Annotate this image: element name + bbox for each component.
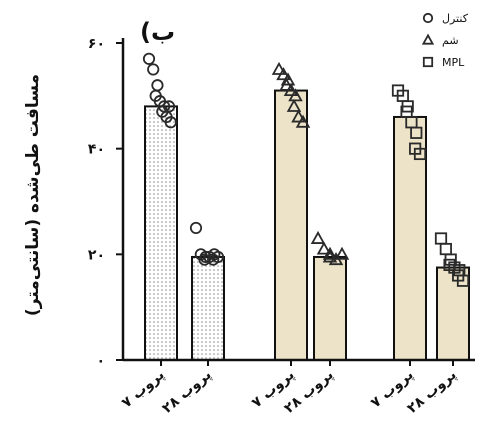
y-tick-label: ۲۰ bbox=[88, 247, 105, 263]
data-point-square bbox=[434, 232, 448, 245]
legend-marker-circle bbox=[422, 12, 434, 24]
data-point-triangle bbox=[280, 72, 296, 86]
bar-circle-0 bbox=[144, 105, 178, 362]
data-point-circle bbox=[147, 63, 160, 76]
legend-label: کنترل bbox=[442, 12, 469, 25]
data-point-triangle bbox=[279, 77, 294, 91]
data-point-triangle bbox=[276, 67, 291, 81]
data-point-square bbox=[410, 126, 423, 139]
y-axis-label: مسافت طی‌شده (سانتی‌متر) bbox=[23, 74, 43, 316]
data-point-circle bbox=[164, 116, 177, 129]
data-point-triangle bbox=[322, 249, 338, 263]
y-tick-label: ۰ bbox=[96, 353, 105, 369]
panel-label: (ب bbox=[140, 18, 175, 46]
legend-label: MPL bbox=[442, 56, 465, 69]
data-point-triangle bbox=[322, 246, 338, 260]
data-point-triangle bbox=[283, 82, 299, 97]
x-tick-label: پروب ۲۸ bbox=[159, 367, 214, 417]
data-point-triangle bbox=[288, 88, 303, 102]
data-point-circle bbox=[211, 250, 225, 264]
points-layer bbox=[142, 52, 470, 287]
x-tick-label: پروب ۲۸ bbox=[404, 367, 459, 417]
data-point-square bbox=[439, 242, 452, 256]
data-point-triangle bbox=[334, 246, 350, 260]
data-point-square bbox=[456, 274, 470, 287]
data-point-circle bbox=[189, 221, 203, 235]
legend: کنترل شم MPL bbox=[421, 12, 469, 69]
data-point-triangle bbox=[291, 109, 306, 123]
bar-triangle-1 bbox=[313, 255, 347, 362]
bar-circle-1 bbox=[191, 255, 225, 362]
data-point-circle bbox=[142, 52, 156, 65]
y-tick-label: ۶۰ bbox=[88, 36, 105, 52]
data-point-triangle bbox=[316, 241, 332, 255]
y-tick-label: ۴۰ bbox=[88, 142, 105, 158]
data-point-circle bbox=[151, 79, 164, 92]
data-point-triangle bbox=[310, 230, 326, 244]
data-point-triangle bbox=[295, 114, 311, 128]
data-point-square bbox=[413, 147, 427, 161]
data-point-circle bbox=[162, 100, 176, 113]
data-point-triangle bbox=[286, 98, 302, 112]
bar-square-0 bbox=[393, 115, 427, 362]
legend-marker-triangle bbox=[421, 33, 435, 45]
bars-layer bbox=[144, 89, 470, 362]
legend-marker-square bbox=[422, 56, 434, 68]
legend-label: شم bbox=[442, 34, 459, 47]
bar-triangle-0 bbox=[274, 89, 308, 362]
data-point-triangle bbox=[271, 61, 287, 75]
